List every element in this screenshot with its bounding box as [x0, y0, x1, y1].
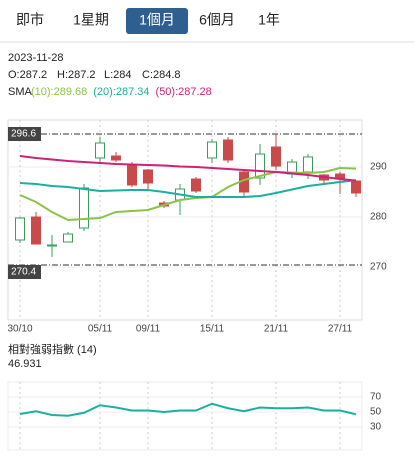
- candle-body: [15, 217, 25, 241]
- price-level-box: [8, 265, 41, 279]
- sma-label: SMA: [8, 86, 33, 98]
- candle-body: [63, 233, 73, 243]
- candle-body: [255, 153, 265, 179]
- tab[interactable]: 1星期: [73, 12, 109, 28]
- legend-entry: (20):287.34: [93, 86, 149, 98]
- candle-body: [191, 178, 201, 192]
- y-tick-label: 70: [370, 392, 382, 403]
- price-level-label: 270.4: [11, 267, 36, 278]
- candle-body: [31, 216, 41, 245]
- candle-body: [271, 146, 281, 167]
- x-tick-label: 21/11: [264, 324, 289, 335]
- y-tick-label: 280: [370, 212, 387, 223]
- candle-body: [223, 139, 233, 161]
- legend-entry: (50):287.28: [156, 86, 212, 98]
- y-tick-label: 270: [370, 262, 387, 273]
- info-low: L:284: [104, 69, 132, 81]
- rsi-current: 46.931: [8, 358, 42, 370]
- x-tick-label: 15/11: [200, 324, 225, 335]
- x-tick-label: 05/11: [88, 324, 113, 335]
- info-date: 2023-11-28: [8, 52, 63, 64]
- info-close: C:284.8: [142, 69, 181, 81]
- candle-body: [303, 156, 313, 173]
- y-tick-label: 50: [370, 407, 382, 418]
- candle-body: [207, 141, 217, 159]
- info-high: H:287.2: [57, 69, 96, 81]
- y-tick-label: 30: [370, 422, 382, 433]
- y-tick-label: 290: [370, 162, 387, 173]
- candle-body: [95, 142, 105, 159]
- x-tick-label: 27/11: [328, 324, 353, 335]
- price-level-box: [8, 127, 41, 141]
- candle-body: [143, 169, 153, 184]
- sma-line: [19, 179, 357, 198]
- x-tick-label: 30/10: [7, 324, 32, 335]
- candle-body: [79, 187, 89, 229]
- info-open: O:287.2: [8, 69, 47, 81]
- candle-body: [47, 244, 57, 247]
- sma-line: [19, 155, 357, 182]
- tab[interactable]: 即市: [16, 12, 44, 28]
- sma-line: [19, 166, 357, 222]
- candle-body: [111, 155, 121, 161]
- rsi-line: [19, 402, 357, 417]
- price-level-label: 296.6: [11, 129, 36, 140]
- rsi-title: 相對強弱指數 (14): [8, 342, 97, 356]
- legend-entry: (10):289.68: [31, 86, 87, 98]
- candle-body: [127, 164, 137, 186]
- tab[interactable]: 1年: [258, 12, 280, 28]
- main-plot: [7, 119, 363, 321]
- x-tick-label: 09/11: [136, 324, 161, 335]
- tab[interactable]: 1個月: [139, 12, 175, 28]
- rsi-plot: [7, 381, 363, 451]
- tab-selected-bg: [126, 8, 188, 34]
- tab[interactable]: 6個月: [199, 12, 235, 28]
- candle-body: [351, 180, 361, 194]
